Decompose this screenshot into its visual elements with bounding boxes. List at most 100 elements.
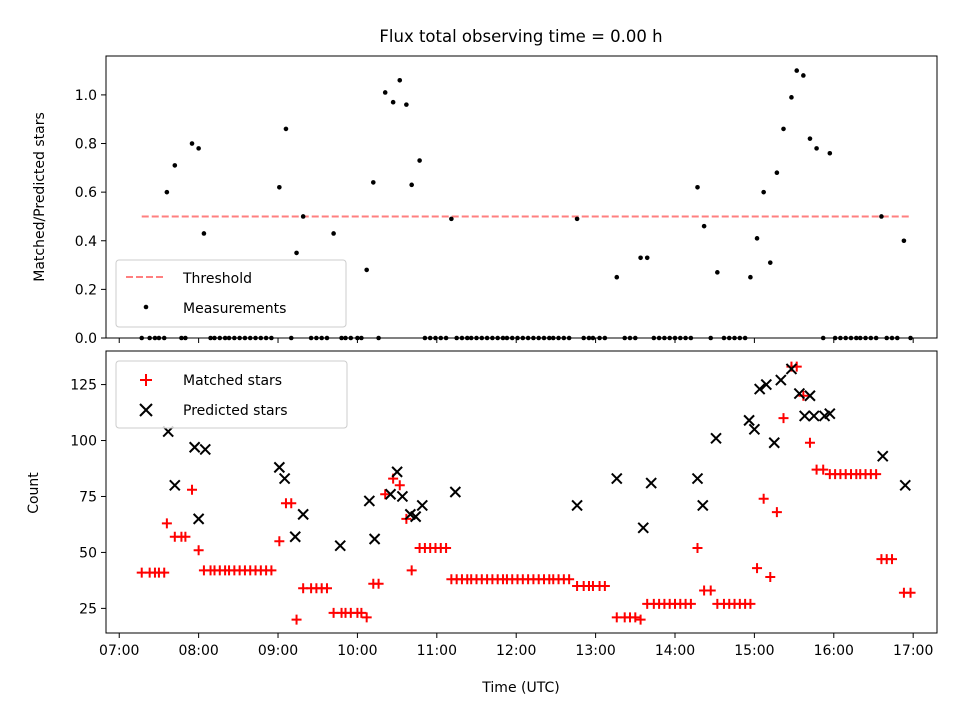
y-tick-label: 50 xyxy=(79,545,97,561)
top-legend-box xyxy=(115,259,347,328)
measurement-point xyxy=(201,231,207,236)
bottom-axes-ticks: 07:00 08:00 09:00 10:00 11:00 12:00 13:00 14:00… xyxy=(70,378,933,659)
matched-stars-point xyxy=(798,390,809,401)
predicted-stars-point xyxy=(743,414,755,427)
matched-stars-point xyxy=(599,581,610,591)
bottom-y-axis-label: Count xyxy=(26,472,42,514)
predicted-stars-point xyxy=(768,437,780,449)
measurement-point xyxy=(331,231,336,236)
legend-matched-label: Matched stars xyxy=(183,373,282,389)
matched-stars-point xyxy=(187,484,198,495)
matched-stars-point xyxy=(771,507,782,518)
matched-stars-point xyxy=(356,607,367,618)
measurement-point xyxy=(574,216,580,222)
top-legend: Threshold Measurements xyxy=(115,259,347,328)
matched-stars-point xyxy=(630,612,641,623)
matched-stars-point xyxy=(778,413,789,424)
y-tick-label: 0.2 xyxy=(75,282,97,298)
matched-stars-point xyxy=(274,536,285,547)
matched-stars-point xyxy=(705,585,716,596)
predicted-stars-point xyxy=(297,508,309,521)
predicted-stars-point xyxy=(611,472,623,485)
measurement-point xyxy=(300,214,306,219)
y-tick-label: 100 xyxy=(70,434,97,450)
measurement-point xyxy=(827,150,833,156)
y-tick-label: 75 xyxy=(79,489,97,505)
predicted-stars-point xyxy=(760,378,773,391)
y-tick-label: 0.6 xyxy=(75,185,97,201)
predicted-stars-point xyxy=(899,479,911,491)
measurement-point xyxy=(644,255,650,261)
measurement-point xyxy=(695,184,700,190)
measurement-point xyxy=(382,90,388,95)
matched-stars-point xyxy=(871,469,882,480)
predicted-stars-point xyxy=(169,479,181,491)
measurement-point xyxy=(277,184,282,190)
x-tick-label: 07:00 xyxy=(99,643,139,659)
x-tick-label: 15:00 xyxy=(734,643,774,659)
y-tick-label: 125 xyxy=(70,378,97,394)
y-tick-label: 0.0 xyxy=(75,331,97,347)
predicted-stars-point xyxy=(824,407,836,420)
measurement-point xyxy=(748,274,753,280)
measurement-point xyxy=(417,158,422,163)
top-plot-frame xyxy=(105,55,938,339)
y-tick-label: 1.0 xyxy=(75,88,97,104)
predicted-stars-point xyxy=(710,432,722,444)
matched-stars-point xyxy=(406,565,417,576)
predicted-stars-point xyxy=(785,363,798,375)
bottom-plot-frame xyxy=(105,350,938,634)
x-tick-label: 12:00 xyxy=(496,643,536,659)
matched-stars-point xyxy=(692,542,703,553)
matched-stars-point xyxy=(193,545,204,556)
predicted-stars-point xyxy=(368,533,381,545)
measurement-point xyxy=(390,99,396,105)
matched-stars-point xyxy=(321,583,332,594)
measurement-point xyxy=(283,126,289,132)
matched-stars-point xyxy=(765,572,776,583)
bottom-legend: Matched stars Predicted stars xyxy=(115,360,348,429)
matched-stars-point xyxy=(286,498,297,509)
predicted-stars-point xyxy=(793,387,806,400)
measurement-point xyxy=(370,180,376,185)
matched-stars-point xyxy=(180,531,191,542)
matched-stars-point xyxy=(745,598,756,609)
top-y-axis-label: Matched/Predicted stars xyxy=(32,112,48,282)
measurement-point xyxy=(781,126,786,132)
matched-stars-point xyxy=(441,542,452,553)
measurement-point xyxy=(614,274,620,280)
measurement-point xyxy=(196,146,201,151)
predicted-stars-point xyxy=(416,499,428,512)
measurement-point xyxy=(761,189,766,195)
matched-stars-point xyxy=(887,554,898,565)
x-tick-label: 10:00 xyxy=(337,643,377,659)
measurement-point xyxy=(767,260,773,265)
measurement-point xyxy=(404,102,409,107)
predicted-stars-point xyxy=(753,383,766,395)
x-tick-label: 17:00 xyxy=(893,643,933,659)
predicted-stars-point xyxy=(199,443,211,456)
bottom-legend-box xyxy=(115,360,348,429)
matched-stars-point xyxy=(373,578,384,589)
matched-stars-point xyxy=(380,489,391,500)
measurement-point xyxy=(801,73,806,78)
matched-stars-point xyxy=(635,614,646,625)
x-axis-label: Time (UTC) xyxy=(481,680,559,696)
top-axes-ticks: 0.0 0.2 0.4 0.6 0.8 1.0 xyxy=(75,88,914,347)
predicted-stars-point xyxy=(775,374,787,386)
measurement-point xyxy=(397,78,403,83)
legend-matched-swatch xyxy=(140,374,152,386)
matched-stars-point xyxy=(159,567,170,578)
predicted-stars-point xyxy=(798,410,811,422)
matched-stars-point xyxy=(685,598,696,609)
measurement-point xyxy=(807,136,813,141)
measurement-point xyxy=(794,68,800,73)
predicted-stars-point xyxy=(691,472,704,485)
predicted-stars-point xyxy=(273,461,286,474)
measurement-point xyxy=(901,238,907,244)
predicted-stars-point xyxy=(391,466,403,478)
bottom-plot-area xyxy=(136,361,916,625)
measurement-point xyxy=(754,236,760,241)
matched-stars-point xyxy=(361,612,372,623)
